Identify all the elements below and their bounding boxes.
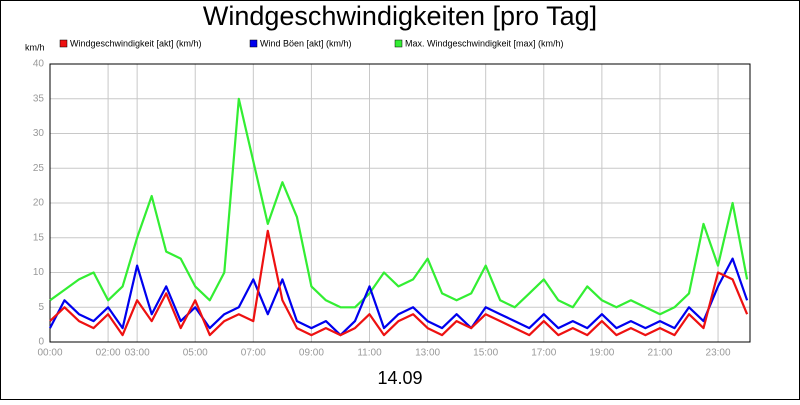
series-line bbox=[49, 97, 749, 316]
legend-label: Wind Böen [akt] (km/h) bbox=[260, 38, 352, 48]
x-tick-label: 13:00 bbox=[415, 348, 440, 359]
plot-area bbox=[49, 63, 751, 343]
x-tick-label: 17:00 bbox=[531, 348, 556, 359]
legend-swatch bbox=[249, 39, 258, 48]
x-tick-label: 00:00 bbox=[37, 348, 62, 359]
x-tick-label: 02:00 bbox=[96, 348, 121, 359]
series-line bbox=[49, 257, 749, 337]
x-tick-label: 05:00 bbox=[183, 348, 208, 359]
series-line bbox=[49, 229, 749, 337]
x-tick-label: 15:00 bbox=[473, 348, 498, 359]
x-tick-label: 07:00 bbox=[241, 348, 266, 359]
x-tick-label: 19:00 bbox=[589, 348, 614, 359]
legend-label: Max. Windgeschwindigkeit [max] (km/h) bbox=[405, 38, 564, 48]
x-tick-label: 03:00 bbox=[125, 348, 150, 359]
x-tick-label: 23:00 bbox=[706, 348, 731, 359]
y-tick-label: 0 bbox=[38, 337, 44, 348]
x-tick-label: 21:00 bbox=[647, 348, 672, 359]
legend-swatch bbox=[394, 39, 403, 48]
y-tick-label: 10 bbox=[33, 267, 45, 278]
chart-title: Windgeschwindigkeiten [pro Tag] bbox=[203, 1, 597, 31]
y-tick-label: 40 bbox=[33, 59, 45, 70]
y-tick-label: 15 bbox=[33, 232, 45, 243]
y-tick-label: 35 bbox=[33, 93, 45, 104]
y-unit: km/h bbox=[25, 42, 45, 52]
y-tick-label: 30 bbox=[33, 128, 45, 139]
y-tick-label: 25 bbox=[33, 163, 45, 174]
y-tick-label: 5 bbox=[38, 302, 44, 313]
y-tick-label: 20 bbox=[33, 198, 45, 209]
x-tick-label: 11:00 bbox=[357, 348, 382, 359]
legend-label: Windgeschwindigkeit [akt] (km/h) bbox=[70, 38, 202, 48]
x-axis-label: 14.09 bbox=[377, 368, 422, 388]
x-tick-label: 09:00 bbox=[299, 348, 324, 359]
legend-swatch bbox=[59, 39, 68, 48]
